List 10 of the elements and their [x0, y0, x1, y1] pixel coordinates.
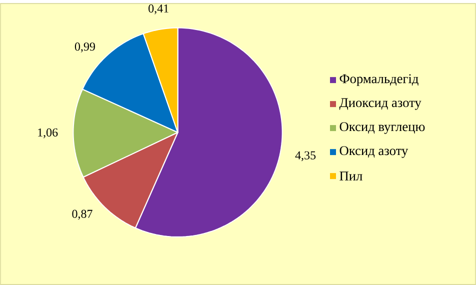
- legend-label: Оксид азоту: [340, 146, 408, 158]
- legend-label: Пил: [340, 172, 362, 180]
- data-label: 4,35: [295, 151, 316, 162]
- legend-label: Оксид вуглецю: [340, 122, 425, 134]
- data-label: 0,87: [72, 210, 92, 220]
- legend-label: Формальдегід: [340, 74, 418, 86]
- legend-label: Диоксид азоту: [339, 98, 422, 110]
- data-label: 0,41: [148, 4, 168, 14]
- data-label: 0,99: [74, 42, 95, 52]
- data-label: 1,06: [38, 128, 58, 138]
